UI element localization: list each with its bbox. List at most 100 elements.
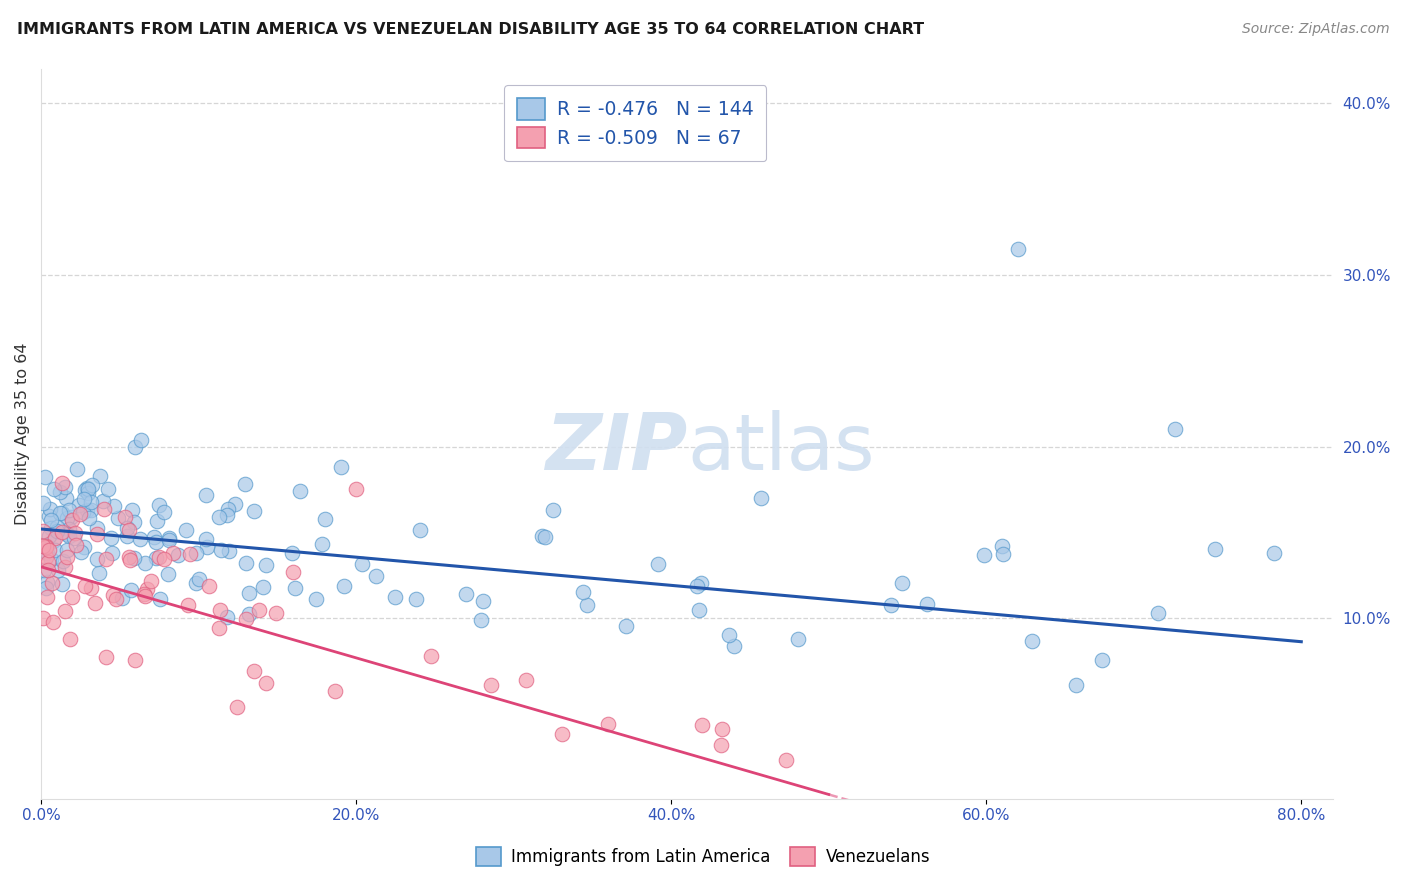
Text: IMMIGRANTS FROM LATIN AMERICA VS VENEZUELAN DISABILITY AGE 35 TO 64 CORRELATION : IMMIGRANTS FROM LATIN AMERICA VS VENEZUE… [17, 22, 924, 37]
Point [93, 502, 115, 516]
Point [186, 546, 208, 560]
Point [880, 598, 903, 612]
Point [103, 499, 125, 513]
Point [63, 526, 86, 541]
Point [710, 738, 733, 752]
Point [100, 531, 122, 545]
Point [184, 576, 207, 591]
Point [73, 540, 96, 554]
Point [149, 591, 172, 606]
Point [80, 478, 103, 492]
Point [94, 552, 117, 566]
Point [41, 575, 63, 590]
Point [118, 524, 141, 538]
Point [332, 580, 354, 594]
Point [551, 727, 574, 741]
Point [717, 628, 740, 642]
Point [218, 543, 240, 558]
Point [42, 615, 65, 629]
Point [254, 675, 277, 690]
Point [58, 529, 80, 543]
Point [283, 565, 305, 579]
Point [134, 590, 156, 604]
Point [55, 604, 77, 618]
Point [103, 588, 125, 602]
Point [187, 573, 209, 587]
Point [105, 592, 128, 607]
Point [49, 485, 72, 500]
Point [543, 502, 565, 516]
Point [688, 603, 710, 617]
Point [86, 527, 108, 541]
Point [235, 612, 257, 626]
Point [42, 482, 65, 496]
Point [60, 510, 83, 524]
Y-axis label: Disability Age 35 to 64: Disability Age 35 to 64 [15, 343, 30, 524]
Point [576, 598, 599, 612]
Point [121, 503, 143, 517]
Point [311, 537, 333, 551]
Point [405, 591, 427, 606]
Point [1021, 634, 1043, 648]
Point [179, 547, 201, 561]
Point [991, 547, 1014, 561]
Point [66, 462, 89, 476]
Point [1007, 242, 1029, 256]
Point [177, 598, 200, 612]
Point [37, 563, 59, 577]
Point [107, 511, 129, 525]
Point [77, 482, 100, 496]
Point [146, 514, 169, 528]
Point [45, 520, 67, 534]
Point [215, 609, 238, 624]
Point [143, 530, 166, 544]
Point [145, 535, 167, 549]
Point [479, 678, 502, 692]
Point [157, 531, 180, 545]
Point [38, 509, 60, 524]
Point [786, 632, 808, 646]
Point [238, 586, 260, 600]
Point [34, 581, 56, 595]
Point [1164, 422, 1187, 436]
Point [34, 563, 56, 577]
Point [31, 524, 53, 538]
Point [284, 582, 307, 596]
Point [118, 553, 141, 567]
Point [136, 582, 159, 596]
Point [194, 488, 217, 502]
Point [711, 722, 734, 736]
Point [124, 440, 146, 454]
Point [141, 574, 163, 588]
Point [305, 591, 328, 606]
Point [35, 541, 58, 555]
Point [58, 503, 80, 517]
Point [1090, 653, 1112, 667]
Point [198, 579, 221, 593]
Point [32, 543, 55, 558]
Point [314, 512, 336, 526]
Point [55, 510, 77, 524]
Point [35, 546, 58, 560]
Point [162, 546, 184, 560]
Point [86, 521, 108, 535]
Point [115, 521, 138, 535]
Point [134, 557, 156, 571]
Point [749, 491, 772, 505]
Point [67, 499, 90, 513]
Point [167, 548, 190, 562]
Point [1263, 545, 1285, 559]
Point [59, 632, 82, 647]
Point [247, 603, 270, 617]
Point [207, 621, 229, 635]
Point [63, 531, 86, 545]
Text: atlas: atlas [688, 410, 875, 486]
Point [689, 576, 711, 591]
Point [209, 543, 232, 558]
Point [37, 575, 59, 590]
Point [38, 501, 60, 516]
Point [56, 549, 79, 564]
Point [31, 539, 53, 553]
Point [56, 527, 79, 541]
Legend: R = -0.476   N = 144, R = -0.509   N = 67: R = -0.476 N = 144, R = -0.509 N = 67 [505, 86, 766, 161]
